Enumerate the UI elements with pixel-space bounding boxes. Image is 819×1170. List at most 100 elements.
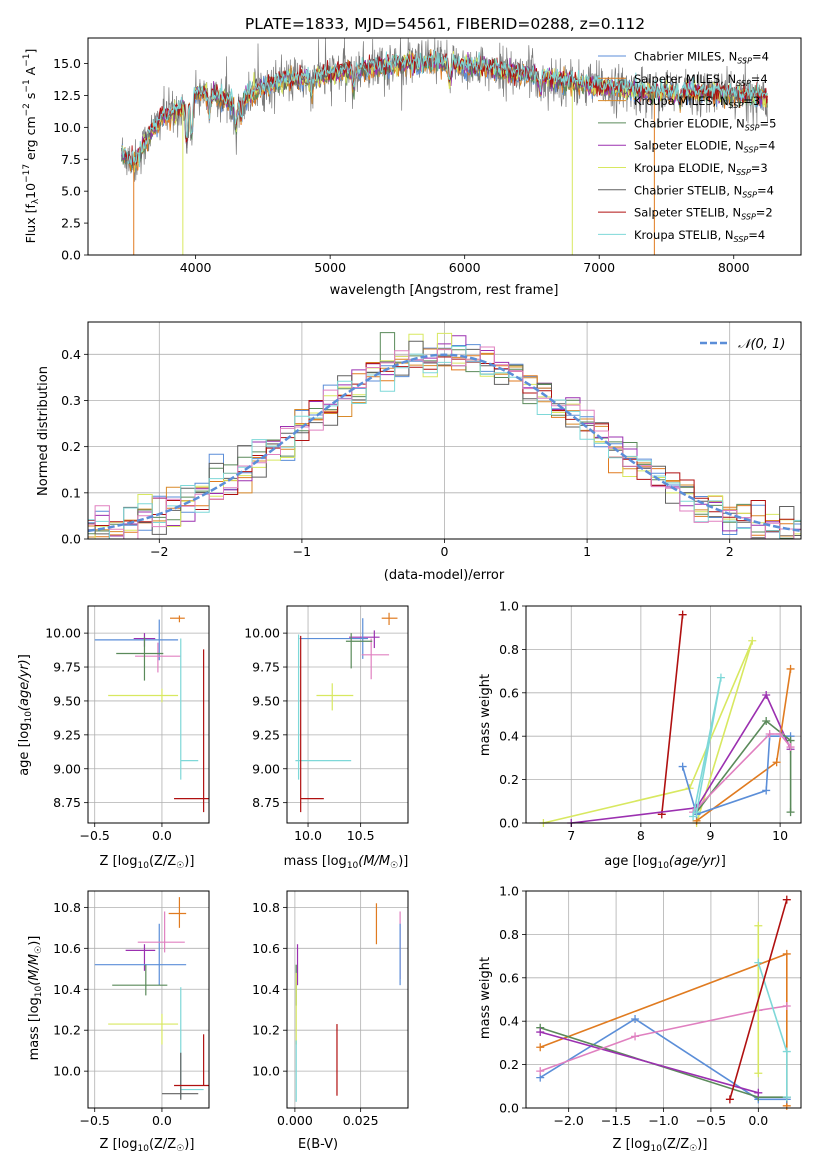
data-marks bbox=[295, 612, 398, 813]
parameter-panels: −0.5 0.0 8.75 9.00 9.25 9.50 9.75 10.00 10.0 10.5… bbox=[45, 599, 802, 1129]
weight-marker bbox=[716, 673, 725, 682]
x-tick-label: 1 bbox=[583, 544, 591, 559]
plot-area bbox=[88, 891, 209, 1108]
residual-histogram bbox=[88, 356, 801, 540]
weight-marker bbox=[762, 717, 771, 726]
weightAge-xlabel: age [log10(age/yr)] bbox=[604, 854, 726, 871]
x-tick-label: 0.000 bbox=[277, 1113, 313, 1128]
ageZ-ylabel: age [log10(age/yr)] bbox=[17, 654, 34, 776]
y-tick-label: 8.75 bbox=[252, 795, 280, 810]
residual-histogram bbox=[88, 348, 801, 538]
weight-marker bbox=[689, 812, 698, 821]
weight-marker bbox=[536, 1028, 545, 1037]
y-tick-label: 8.75 bbox=[53, 795, 81, 810]
grid bbox=[287, 891, 408, 1108]
legend-label: Chabrier MILES, NSSP=4 bbox=[634, 50, 769, 66]
weight-line bbox=[571, 693, 792, 824]
weight-marker bbox=[782, 1047, 791, 1056]
x-tick-label: −2 bbox=[150, 544, 168, 559]
spectrum-ylabel: Flux [fλ10−17 erg cm−2 s−1 A−1] bbox=[22, 49, 41, 244]
residual-ylabel: Normed distribution bbox=[36, 366, 51, 496]
y-tick-label: 9.75 bbox=[53, 660, 81, 675]
x-tick-label: 6000 bbox=[449, 260, 481, 275]
x-tick-label: 10.5 bbox=[347, 828, 375, 843]
x-tick-label: 7000 bbox=[583, 260, 615, 275]
weight-marker bbox=[762, 786, 771, 795]
axes: −2.0 −1.5 −1.0 −0.5 0.0 0.0 0.2 0.4 0.6 0.8 1.0 bbox=[499, 884, 768, 1129]
spectrum-xlabel: wavelength [Angstrom, rest frame] bbox=[330, 283, 559, 298]
y-tick-label: 9.50 bbox=[53, 693, 81, 708]
y-tick-label: 0.6 bbox=[499, 685, 519, 700]
weight-line bbox=[661, 614, 684, 815]
plot-area bbox=[526, 606, 801, 823]
x-tick-label: −1.0 bbox=[648, 1113, 678, 1128]
plot-area bbox=[88, 606, 209, 823]
weightAge-ylabel: mass weight bbox=[478, 674, 493, 756]
plot-frame bbox=[87, 605, 210, 824]
weight-line bbox=[539, 1031, 759, 1094]
weight-marker bbox=[772, 758, 781, 767]
y-tick-label: 15.0 bbox=[53, 56, 81, 71]
data-marks bbox=[94, 615, 209, 813]
x-tick-label: −0.5 bbox=[80, 828, 110, 843]
x-tick-label: −1.5 bbox=[601, 1113, 631, 1128]
plot-frame bbox=[87, 890, 210, 1109]
y-tick-label: 10.2 bbox=[53, 1023, 81, 1038]
weight-line bbox=[543, 640, 754, 824]
plot-frame bbox=[286, 890, 409, 1109]
y-tick-label: 10.2 bbox=[252, 1023, 280, 1038]
residual-panel: −2 −1 0 1 2 0.0 0.1 0.2 0.3 0.4 𝒩(0, 1) (data-mod… bbox=[36, 321, 802, 583]
x-tick-label: 2 bbox=[726, 544, 734, 559]
y-tick-label: 0.6 bbox=[499, 970, 519, 985]
spectrum-lines bbox=[121, 37, 768, 255]
legend-label: Salpeter STELIB, NSSP=2 bbox=[634, 206, 773, 222]
residual-histograms bbox=[87, 332, 802, 540]
massZ-ylabel: mass [log10(M/M☉)] bbox=[27, 936, 44, 1061]
x-tick-label: 4000 bbox=[180, 260, 212, 275]
weight-line bbox=[695, 719, 792, 813]
data-marks bbox=[94, 897, 209, 1100]
y-tick-label: 0.4 bbox=[499, 1014, 519, 1029]
weight-marker bbox=[786, 664, 795, 673]
y-tick-label: 0.4 bbox=[61, 347, 81, 362]
ageZ-xlabel: Z [log10(Z/Z☉)] bbox=[100, 854, 195, 871]
y-tick-label: 10.0 bbox=[53, 120, 81, 135]
x-tick-label: −1 bbox=[293, 544, 311, 559]
data-marks bbox=[295, 903, 401, 1102]
x-tick-label: 0.0 bbox=[748, 1113, 768, 1128]
spectrum-panel: 4000 5000 6000 7000 8000 0.0 2.5 5.0 7.5 10.0 12.5… bbox=[22, 37, 802, 298]
weight-marker bbox=[678, 610, 687, 619]
massEBV-xlabel: E(B-V) bbox=[298, 1137, 338, 1152]
weight-marker bbox=[754, 1069, 763, 1078]
plot-area bbox=[287, 606, 408, 823]
massZ-xlabel: Z [log10(Z/Z☉)] bbox=[100, 1137, 195, 1154]
weight-marker bbox=[782, 1002, 791, 1011]
residual-xlabel: (data-model)/error bbox=[384, 568, 505, 583]
x-tick-label: 7 bbox=[567, 828, 575, 843]
mass_vs_Z-panel: −0.5 0.0 10.0 10.2 10.4 10.6 10.8 bbox=[53, 890, 210, 1128]
y-tick-label: 10.8 bbox=[252, 900, 280, 915]
grid bbox=[88, 891, 209, 1108]
y-tick-label: 1.0 bbox=[499, 599, 519, 614]
x-tick-label: −0.5 bbox=[696, 1113, 726, 1128]
weight-marker bbox=[765, 730, 774, 739]
weight-marker bbox=[782, 1093, 791, 1102]
y-tick-label: 0.2 bbox=[61, 439, 81, 454]
weight-marker bbox=[536, 1067, 545, 1076]
axes: −0.5 0.0 10.0 10.2 10.4 10.6 10.8 bbox=[53, 900, 172, 1128]
y-tick-label: 12.5 bbox=[53, 88, 81, 103]
x-tick-label: 10 bbox=[772, 828, 788, 843]
x-tick-label: 8000 bbox=[718, 260, 750, 275]
axes: 10.0 10.5 8.75 9.00 9.25 9.50 9.75 10.00 bbox=[244, 626, 374, 843]
y-tick-label: 9.00 bbox=[252, 761, 280, 776]
x-tick-label: 0 bbox=[441, 544, 449, 559]
weight-line bbox=[539, 1018, 787, 1101]
y-tick-label: 0.0 bbox=[499, 816, 519, 831]
normal-curve bbox=[87, 353, 802, 533]
weight-marker bbox=[762, 690, 771, 699]
y-tick-label: 9.00 bbox=[53, 761, 81, 776]
axes: 0.000 0.025 10.0 10.2 10.4 10.6 10.8 bbox=[252, 900, 378, 1128]
weight-line bbox=[692, 733, 792, 813]
y-tick-label: 10.0 bbox=[252, 1064, 280, 1079]
